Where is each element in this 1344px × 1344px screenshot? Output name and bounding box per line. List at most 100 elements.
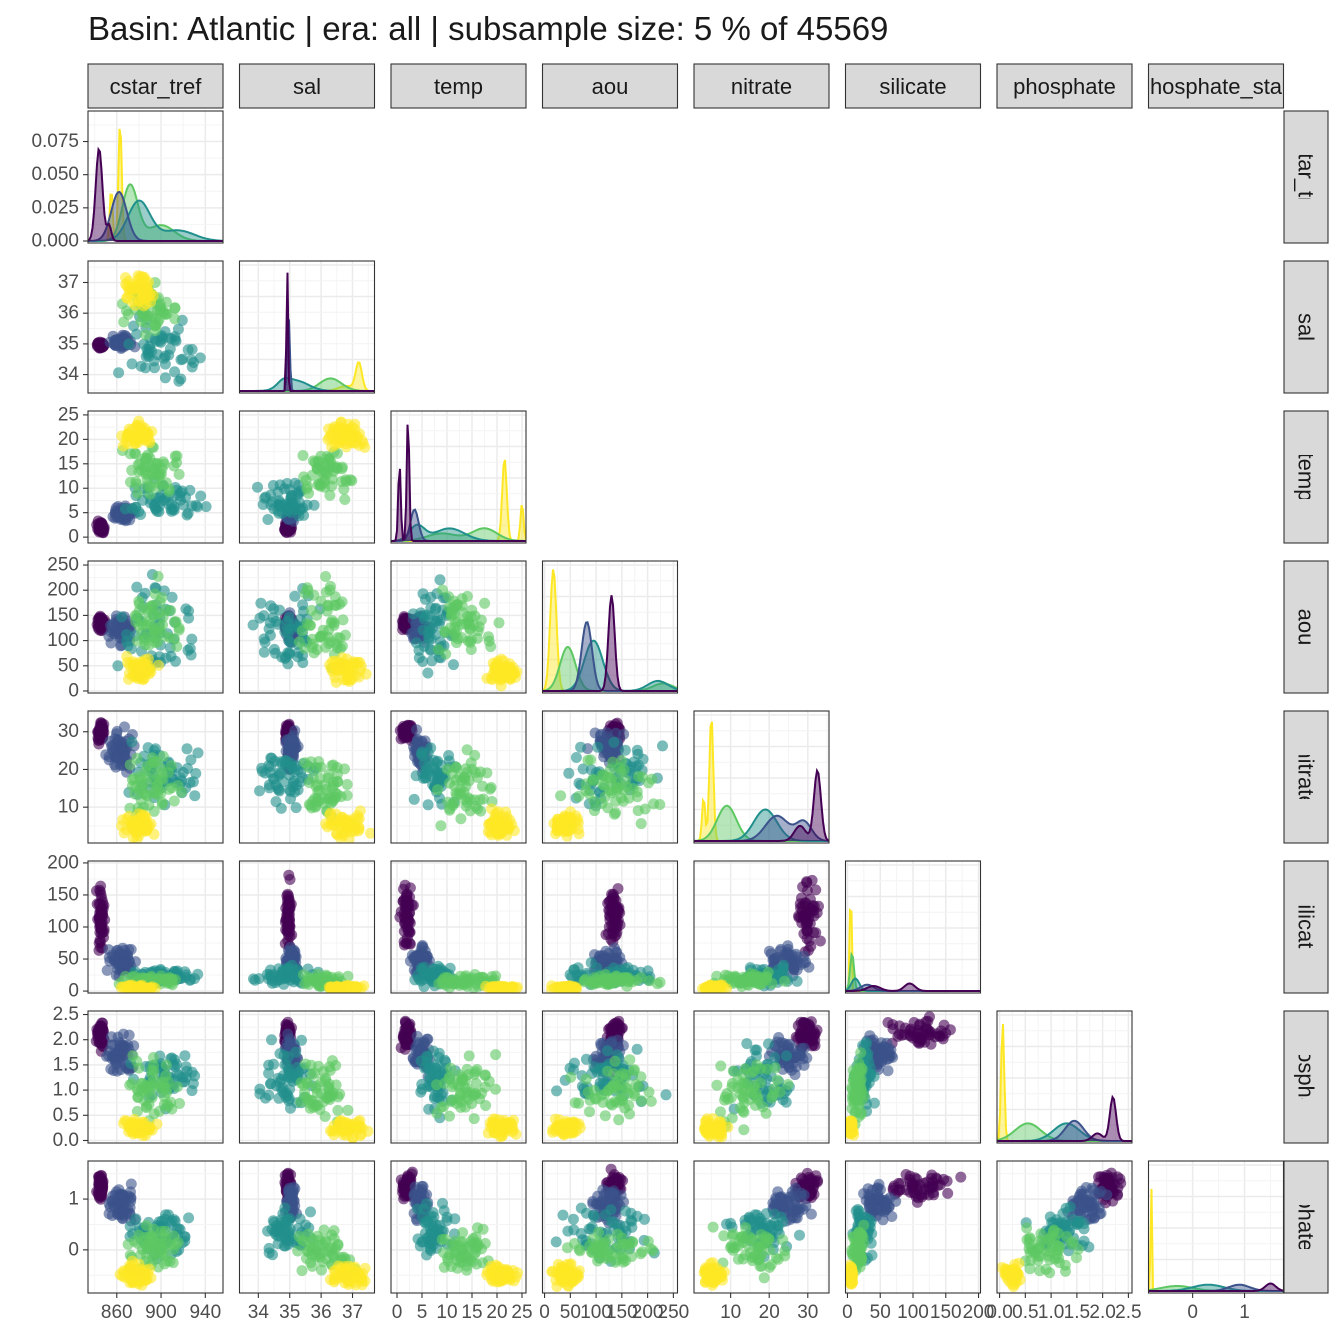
data-point — [130, 956, 141, 968]
data-point — [110, 958, 122, 970]
data-point — [497, 982, 509, 993]
data-point — [110, 761, 122, 773]
data-point — [285, 637, 297, 649]
data-point — [340, 817, 352, 829]
column-strip-sal: sal — [238, 63, 376, 109]
data-point — [277, 776, 289, 788]
density-line — [542, 595, 678, 692]
data-point — [247, 619, 259, 631]
data-point — [282, 647, 294, 659]
row-strip-aou: aou — [1283, 560, 1329, 694]
data-point — [127, 821, 139, 833]
data-point — [283, 908, 295, 920]
panel-content — [542, 711, 678, 843]
panel-border — [238, 860, 376, 994]
data-point — [805, 940, 817, 952]
data-point — [125, 981, 137, 993]
data-point — [318, 477, 330, 488]
data-point — [621, 980, 633, 992]
data-point — [421, 763, 433, 775]
density-line — [694, 767, 829, 842]
data-point — [589, 727, 601, 739]
column-strip-box — [996, 63, 1133, 109]
data-point — [135, 981, 147, 993]
column-strip-cstar-tref: cstar_tref — [87, 63, 224, 109]
panel-aou-vs-cstar-tref — [87, 560, 224, 694]
panel-temp-vs-temp — [390, 410, 527, 544]
data-point — [154, 596, 166, 608]
data-point — [460, 780, 472, 792]
column-strip-box — [541, 63, 679, 109]
data-point — [141, 760, 153, 772]
panel-nitrate-vs-nitrate — [693, 710, 830, 844]
panel-content — [88, 411, 223, 543]
panel-border — [693, 860, 830, 994]
data-point — [425, 591, 437, 603]
data-point — [282, 922, 294, 934]
data-point — [716, 980, 728, 992]
panel-sal-vs-cstar-tref — [87, 260, 224, 394]
data-point — [94, 934, 106, 946]
data-point — [258, 646, 270, 658]
row-strip-label: nitrate — [1294, 746, 1319, 807]
data-point — [113, 367, 125, 379]
data-point — [426, 633, 437, 645]
density-line — [88, 199, 223, 242]
data-point — [464, 794, 476, 805]
data-point — [285, 493, 297, 505]
panel-silicate-vs-nitrate — [693, 860, 830, 994]
data-point — [264, 617, 276, 629]
data-point — [296, 625, 308, 637]
data-point — [616, 755, 628, 766]
data-point — [110, 1047, 122, 1059]
data-point — [283, 869, 295, 881]
data-point — [132, 487, 144, 499]
panel-border — [844, 860, 982, 994]
data-point — [308, 499, 320, 511]
data-point — [133, 598, 145, 610]
data-point — [111, 511, 123, 523]
data-point — [180, 969, 192, 981]
data-point — [501, 811, 513, 823]
data-point — [138, 282, 150, 293]
row-strip-label: aou — [1294, 609, 1319, 646]
data-point — [621, 781, 633, 793]
data-point — [631, 744, 643, 756]
column-strip-label: nitrate — [731, 74, 792, 99]
data-point — [612, 906, 624, 918]
data-point — [298, 509, 310, 521]
data-point — [103, 630, 115, 642]
data-point — [257, 499, 269, 510]
data-point — [432, 784, 444, 796]
data-point — [479, 597, 491, 609]
data-point — [346, 981, 358, 993]
data-point — [365, 827, 375, 839]
data-point — [162, 767, 174, 779]
data-point — [122, 951, 133, 963]
data-point — [140, 329, 152, 341]
data-point — [446, 767, 458, 779]
data-point — [95, 724, 107, 736]
data-point — [131, 663, 143, 675]
data-point — [123, 338, 135, 350]
data-point — [299, 757, 311, 769]
data-point — [325, 662, 337, 674]
data-point — [322, 772, 334, 784]
data-point — [123, 1029, 135, 1041]
panel-content — [542, 861, 678, 993]
data-point — [121, 305, 132, 317]
data-point — [341, 790, 353, 801]
data-point — [800, 906, 812, 918]
data-point — [612, 782, 624, 794]
data-point — [282, 965, 294, 977]
data-point — [283, 611, 295, 623]
data-point — [140, 362, 151, 374]
panel-border — [238, 560, 376, 694]
data-point — [404, 891, 416, 903]
data-point — [635, 972, 647, 984]
panel-aou-vs-aou — [541, 560, 679, 694]
panel-border — [87, 710, 224, 844]
density-line — [845, 982, 981, 992]
data-point — [95, 1037, 106, 1049]
data-point — [159, 358, 171, 370]
